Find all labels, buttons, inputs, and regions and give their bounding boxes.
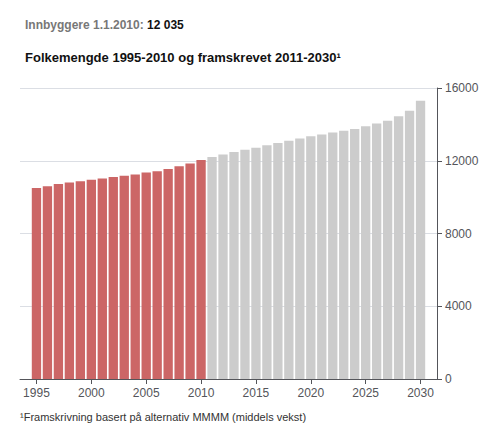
svg-text:16000: 16000 — [445, 81, 479, 95]
svg-text:1995: 1995 — [23, 386, 50, 400]
svg-text:0: 0 — [445, 372, 452, 386]
svg-text:Innbyggere 1.1.2010:: Innbyggere 1.1.2010: — [25, 18, 147, 32]
svg-text:2005: 2005 — [133, 386, 160, 400]
svg-text:12000: 12000 — [445, 154, 479, 168]
svg-text:¹Framskrivning basert på alter: ¹Framskrivning basert på alternativ MMMM… — [20, 411, 306, 423]
svg-text:4000: 4000 — [445, 299, 472, 313]
svg-text:2030: 2030 — [407, 386, 434, 400]
svg-text:2010: 2010 — [188, 386, 215, 400]
svg-text:2015: 2015 — [243, 386, 270, 400]
svg-text:2025: 2025 — [352, 386, 379, 400]
svg-text:2000: 2000 — [78, 386, 105, 400]
svg-text:8000: 8000 — [445, 227, 472, 241]
svg-text:12 035: 12 035 — [147, 18, 184, 32]
svg-text:Folkemengde 1995-2010 og frams: Folkemengde 1995-2010 og framskrevet 201… — [25, 50, 341, 65]
svg-text:2020: 2020 — [297, 386, 324, 400]
